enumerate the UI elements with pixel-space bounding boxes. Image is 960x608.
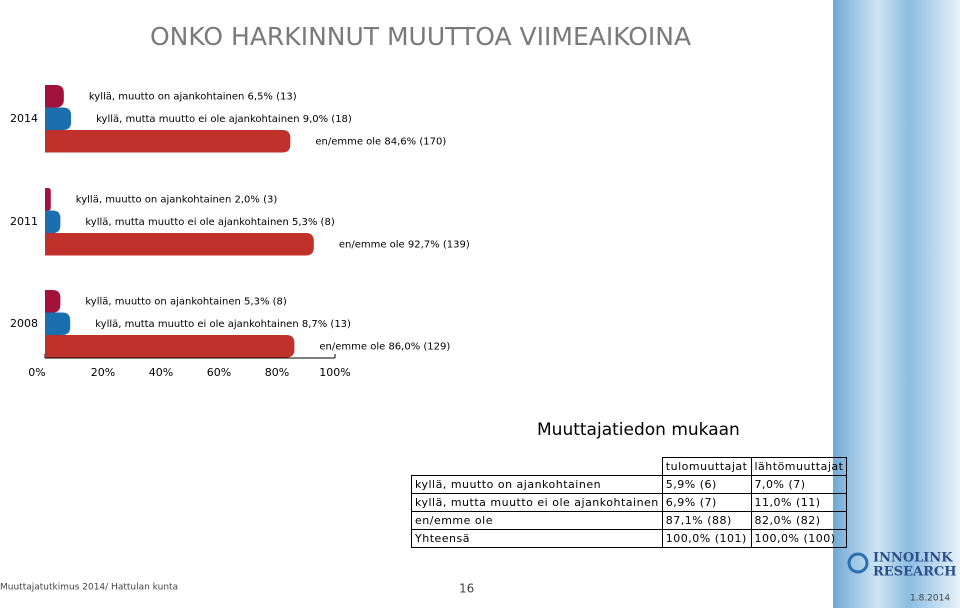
table-header: lähtömuuttajat [750,457,848,476]
bar [45,130,291,153]
table-cell: 11,0% (11) [750,493,848,512]
logo-area: INNOLINK RESEARCH 1.8.2014 [847,551,957,604]
footer-source: Muuttajatutkimus 2014/ Hattulan kunta [0,583,178,593]
data-label: kyllä, muutto on ajankohtainen 6,5% (13) [89,91,297,102]
data-table: tulomuuttajat lähtömuuttajat kyllä, muutt… [411,457,848,548]
data-label: en/emme ole 92,7% (139) [339,239,470,250]
x-tick-label: 80% [265,366,289,379]
table-cell: 5,9% (6) [661,475,752,494]
table-corner [411,457,663,476]
table-cell: kyllä, muutto on ajankohtainen [411,475,663,494]
x-tick-label: 100% [319,366,350,379]
table-cell: 7,0% (7) [750,475,848,494]
logo-icon [847,552,869,574]
table-cell: 100,0% (100) [750,529,848,548]
bar [45,85,64,108]
bar [45,335,295,358]
data-label: kyllä, muutto on ajankohtainen 2,0% (3) [76,194,278,205]
logo-text: RESEARCH [873,565,957,580]
y-category-label: 2014 [10,112,38,125]
x-tick-label: 60% [207,366,231,379]
y-category-label: 2011 [10,215,38,228]
chart: ONKO HARKINNUT MUUTTOA VIIMEAIKOINA Muut… [0,22,740,596]
chart-title: ONKO HARKINNUT MUUTTOA VIIMEAIKOINA [150,22,691,51]
footer-date: 1.8.2014 [910,594,950,604]
table-cell: en/emme ole [411,511,663,530]
bar [45,290,61,313]
data-label: en/emme ole 86,0% (129) [319,341,450,352]
table-cell: 87,1% (88) [661,511,752,530]
x-tick-label: 0% [28,366,45,379]
table-cell: Yhteensä [411,529,663,548]
x-tick-label: 40% [149,366,173,379]
page-number: 16 [459,582,474,596]
data-label: kyllä, mutta muutto ei ole ajankohtainen… [85,217,334,228]
decorative-strip [833,0,960,608]
table-header: tulomuuttajat [661,457,752,476]
data-label: en/emme ole 84,6% (170) [315,136,446,147]
bar [45,188,51,211]
table-cell: kyllä, mutta muutto ei ole ajankohtainen [411,493,663,512]
x-tick-label: 20% [91,366,115,379]
y-category-label: 2008 [10,317,38,330]
bar [45,312,71,335]
data-label: kyllä, mutta muutto ei ole ajankohtainen… [95,319,351,330]
bar [45,210,61,233]
logo-text: INNOLINK [873,551,953,566]
table-title: Muuttajatiedon mukaan [537,420,740,440]
table-cell: 6,9% (7) [661,493,752,512]
table-cell: 100,0% (101) [661,529,752,548]
table-cell: 82,0% (82) [750,511,848,530]
bar [45,107,72,130]
data-label: kyllä, muutto on ajankohtainen 5,3% (8) [85,296,287,307]
data-label: kyllä, mutta muutto ei ole ajankohtainen… [96,114,352,125]
bar [45,233,314,256]
